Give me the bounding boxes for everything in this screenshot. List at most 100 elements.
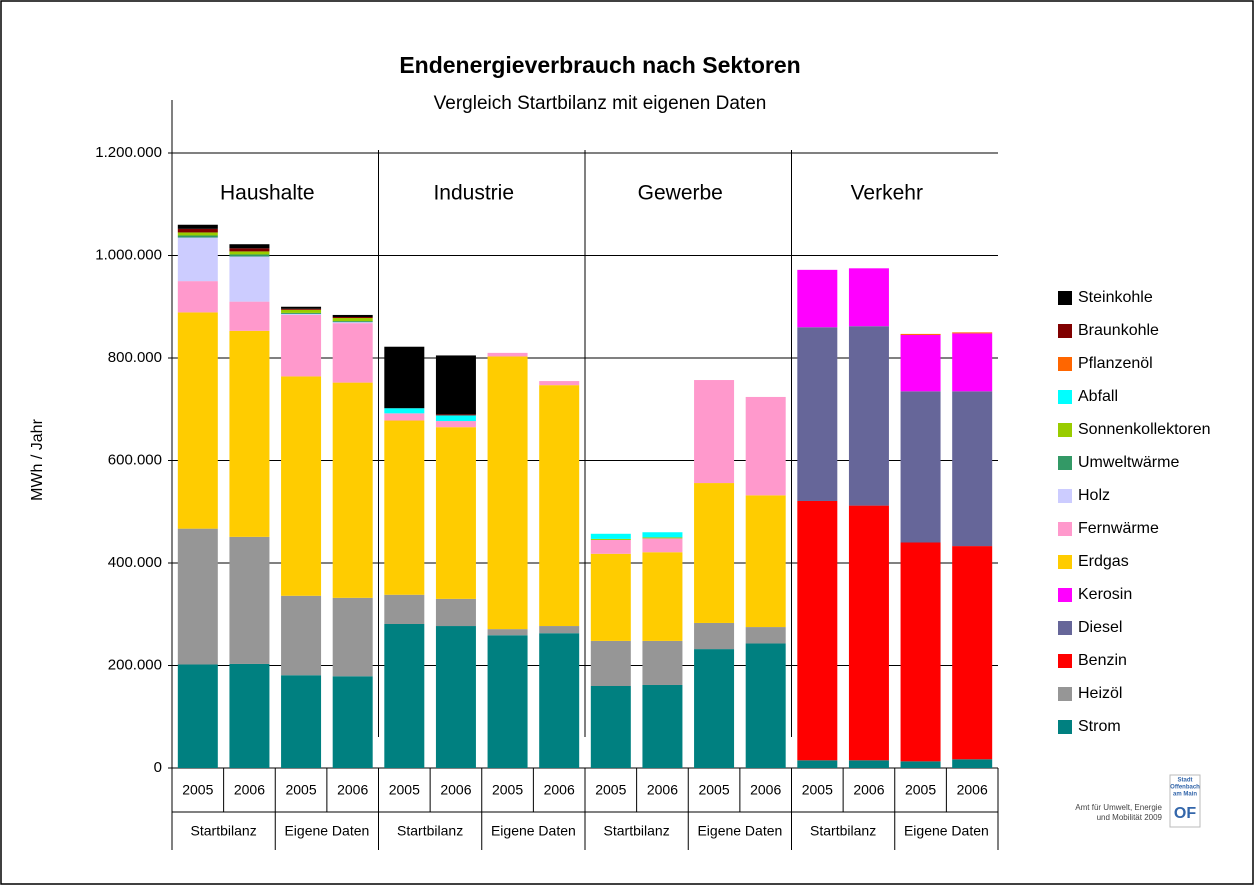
legend-swatch (1058, 357, 1072, 371)
bar-segment (229, 301, 270, 331)
bar-segment (384, 346, 425, 409)
bar-segment (281, 308, 322, 310)
group-label: Eigene Daten (697, 823, 782, 839)
legend-label: Holz (1078, 487, 1110, 504)
legend-swatch (1058, 654, 1072, 668)
bar-segment (539, 626, 580, 634)
x-tick-label: 2006 (957, 782, 988, 798)
bar-segment (332, 382, 373, 598)
logo-text: Stadt (1178, 778, 1193, 784)
bar-segment (642, 532, 683, 538)
logo-text: OF (1174, 805, 1196, 822)
legend-swatch (1058, 621, 1072, 635)
legend-swatch (1058, 291, 1072, 305)
bar-segment (281, 376, 322, 596)
bar-segment (952, 546, 993, 760)
bar-segment (281, 306, 322, 309)
bar-segment (642, 552, 683, 641)
credit: Amt für Umwelt, Energie (1075, 803, 1162, 812)
group-label: Startbilanz (604, 823, 670, 839)
group-label: Eigene Daten (284, 823, 369, 839)
bar-segment (229, 536, 270, 664)
bar-segment (745, 627, 786, 644)
x-tick-label: 2005 (182, 782, 213, 798)
x-tick-label: 2005 (285, 782, 316, 798)
legend-label: Fernwärme (1078, 520, 1159, 537)
bar-segment (435, 415, 476, 422)
bar-segment (281, 312, 322, 314)
x-tick-label: 2005 (595, 782, 626, 798)
logo-text: am Main (1173, 792, 1197, 798)
x-tick-label: 2005 (698, 782, 729, 798)
group-label: Startbilanz (397, 823, 463, 839)
bar-segment (229, 244, 270, 249)
bar-segment (384, 413, 425, 421)
bar-segment (590, 686, 631, 768)
bar-segment (848, 505, 889, 761)
y-tick-label: 800.000 (108, 349, 162, 366)
x-tick-label: 2006 (234, 782, 265, 798)
sector-label: Verkehr (851, 182, 923, 205)
bar-segment (177, 237, 218, 282)
legend-label: Heizöl (1078, 685, 1122, 702)
bar-segment (281, 595, 322, 676)
bar-segment (797, 760, 838, 768)
legend-label: Diesel (1078, 619, 1122, 636)
bar-segment (435, 427, 476, 599)
bar-segment (281, 675, 322, 768)
bar-segment (332, 321, 373, 323)
chart-subtitle: Vergleich Startbilanz mit eigenen Daten (434, 93, 767, 114)
x-tick-label: 2006 (337, 782, 368, 798)
legend-swatch (1058, 390, 1072, 404)
bar-segment (590, 533, 631, 539)
bar-segment (384, 420, 425, 595)
bar-segment (952, 391, 993, 547)
credit: und Mobilität 2009 (1097, 813, 1163, 822)
bar-segment (177, 281, 218, 313)
bar-segment (332, 322, 373, 324)
bar-segment (332, 597, 373, 677)
legend-label: Pflanzenöl (1078, 355, 1153, 372)
bar-segment (332, 314, 373, 317)
bar-segment (642, 537, 683, 539)
bar-segment (539, 633, 580, 768)
bar-segment (435, 414, 476, 416)
bar-segment (642, 684, 683, 768)
bar-segment (797, 500, 838, 761)
bar-segment (694, 380, 735, 484)
group-label: Startbilanz (191, 823, 257, 839)
legend-label: Umweltwärme (1078, 454, 1179, 471)
bar-segment (177, 664, 218, 768)
bar-segment (384, 594, 425, 624)
bar-segment (590, 553, 631, 641)
legend-swatch (1058, 489, 1072, 503)
bar-segment (694, 649, 735, 768)
bar-segment (229, 254, 270, 257)
y-tick-label: 1.000.000 (95, 246, 162, 263)
bar-segment (487, 356, 528, 630)
bar-segment (229, 256, 270, 302)
sector-label: Gewerbe (638, 182, 723, 205)
legend-swatch (1058, 588, 1072, 602)
group-label: Startbilanz (810, 823, 876, 839)
bar-segment (384, 408, 425, 414)
chart-title: Endenergieverbrauch nach Sektoren (399, 52, 800, 78)
legend-swatch (1058, 456, 1072, 470)
bar-segment (487, 629, 528, 636)
bar-segment (435, 626, 476, 768)
legend-label: Sonnenkollektoren (1078, 421, 1211, 438)
bar-segment (539, 381, 580, 386)
bar-segment (694, 622, 735, 650)
legend-swatch (1058, 423, 1072, 437)
x-tick-label: 2005 (802, 782, 833, 798)
legend-label: Steinkohle (1078, 289, 1153, 306)
bar-segment (952, 333, 993, 392)
bar-segment (177, 312, 218, 529)
bar-segment (332, 676, 373, 768)
bar-segment (900, 542, 941, 762)
y-tick-label: 200.000 (108, 656, 162, 673)
bar-segment (332, 318, 373, 322)
legend-label: Abfall (1078, 388, 1118, 405)
x-tick-label: 2006 (647, 782, 678, 798)
x-tick-label: 2005 (905, 782, 936, 798)
